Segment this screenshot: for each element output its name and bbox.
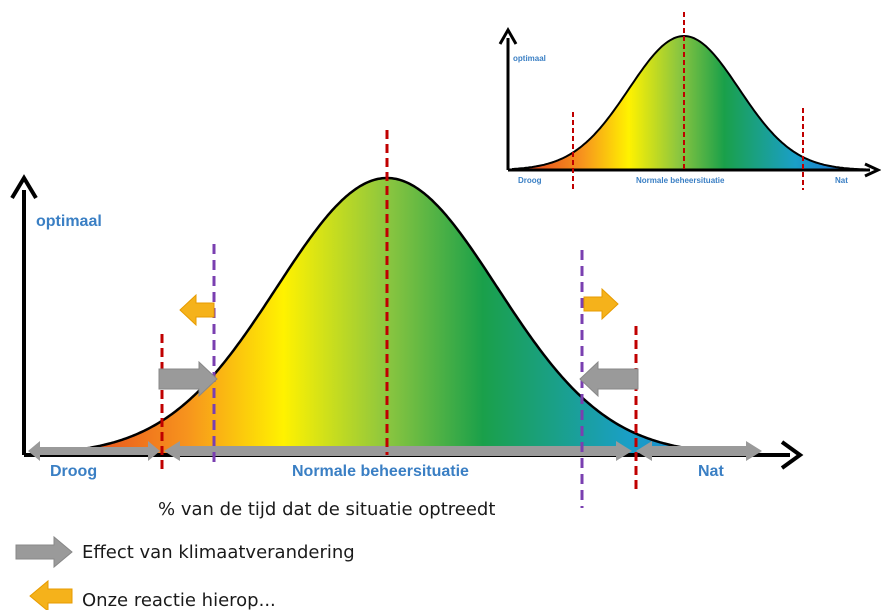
legend-orange-arrow-icon <box>29 579 73 610</box>
inset-x-axis-arrow-icon <box>864 162 881 178</box>
inset-y-axis-arrow-icon <box>498 26 518 45</box>
main-diagram: optimaal Droog Normale beheersituatie Na… <box>10 130 804 520</box>
orange-reaction-arrow-right-icon <box>583 287 619 321</box>
inset-zone-label-wet: Nat <box>835 176 848 185</box>
legend-grey-arrow-icon <box>15 535 73 569</box>
x-axis-arrow-icon <box>780 440 804 470</box>
zone-arrow-normal <box>164 441 632 461</box>
zone-label-normal: Normale beheersituatie <box>292 463 469 480</box>
grey-shift-arrow-left-icon <box>158 360 218 398</box>
inset-y-axis-label: optimaal <box>513 54 546 63</box>
grey-shift-arrow-right-icon <box>579 360 639 398</box>
zone-label-dry: Droog <box>50 463 97 480</box>
inset-zone-label-dry: Droog <box>518 176 542 185</box>
inset-zone-label-normal: Normale beheersituatie <box>636 176 725 185</box>
inset-bell-curve-fill <box>512 36 866 170</box>
zone-label-wet: Nat <box>698 463 724 480</box>
inset-diagram: optimaal Droog Normale beheersituatie Na… <box>498 12 881 190</box>
x-axis-label: % van de tijd dat de situatie optreedt <box>158 499 495 520</box>
legend-grey-arrow-label: Effect van klimaatverandering <box>82 542 355 563</box>
bell-curve-fill <box>40 178 778 455</box>
orange-reaction-arrow-left-icon <box>179 293 215 327</box>
inset-bell-curve-outline <box>511 34 866 171</box>
legend: Effect van klimaatverandering Onze react… <box>15 535 355 610</box>
y-axis-label: optimaal <box>36 213 102 230</box>
zone-arrow-wet <box>636 441 762 461</box>
zone-arrow-dry <box>28 441 160 461</box>
y-axis-arrow-icon <box>10 174 38 200</box>
legend-orange-arrow-label: Onze reactie hierop... <box>82 590 276 610</box>
